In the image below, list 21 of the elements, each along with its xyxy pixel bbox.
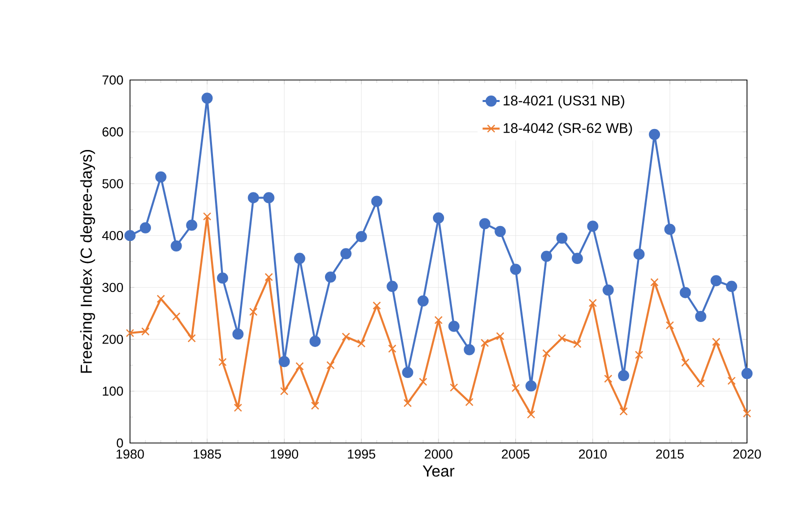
x-axis-title: Year — [422, 466, 454, 477]
y-axis-title: Freezing Index (C degree-days) — [80, 150, 96, 373]
y-tick-label: 100 — [102, 386, 123, 396]
x-tick-label: 2020 — [733, 450, 761, 459]
x-tick-label: 1995 — [348, 450, 376, 459]
x-tick-label: 2010 — [579, 450, 607, 459]
y-tick-label: 300 — [102, 282, 123, 292]
legend-label: 18-4021 (US31 NB) — [504, 95, 624, 108]
y-tick-label: 500 — [102, 179, 123, 188]
x-tick-label: 2015 — [656, 450, 684, 459]
y-tick-label: 0 — [116, 438, 123, 448]
y-tick-label: 600 — [102, 127, 123, 136]
x-tick-label: 1985 — [194, 450, 221, 459]
y-tick-label: 400 — [102, 230, 123, 240]
y-tick-label: 700 — [102, 75, 123, 85]
y-tick-label: 200 — [102, 334, 123, 344]
x-tick-label: 2005 — [502, 450, 530, 459]
x-tick-label: 2000 — [424, 450, 452, 459]
x-tick-label: 1990 — [270, 450, 298, 459]
x-tick-label: 1980 — [116, 450, 144, 459]
legend-label: 18-4042 (SR-62 WB) — [504, 122, 632, 136]
